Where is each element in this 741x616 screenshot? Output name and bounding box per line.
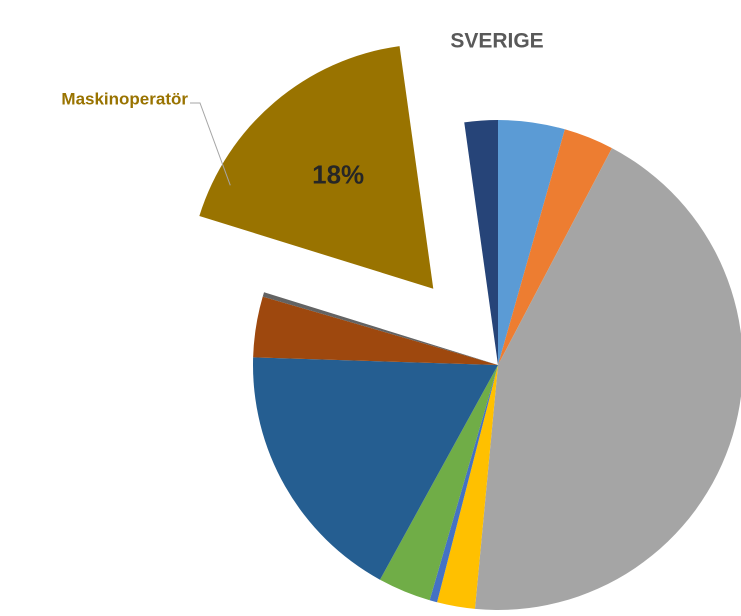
pie-slice	[464, 120, 498, 365]
chart-title: SVERIGE	[450, 30, 543, 53]
pie-slice	[437, 365, 498, 609]
category-label: Maskinoperatör	[61, 89, 188, 108]
data-label: 18%	[312, 160, 364, 190]
pie-slice	[262, 292, 498, 365]
pie-slice	[253, 296, 498, 365]
leader-line	[190, 102, 231, 186]
pie-slice	[199, 46, 434, 289]
pie-slice	[253, 357, 498, 580]
pie-slice	[429, 365, 498, 603]
pie-slice	[379, 365, 498, 601]
pie-slice	[498, 120, 565, 365]
pie-slice	[498, 129, 612, 365]
pie-slice	[474, 148, 741, 610]
